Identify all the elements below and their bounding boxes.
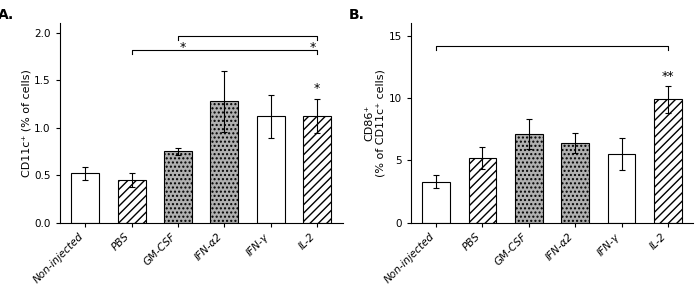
Bar <box>117 180 145 223</box>
Bar <box>515 134 542 223</box>
Bar <box>210 101 238 223</box>
Text: **: ** <box>662 70 675 83</box>
Bar <box>561 143 589 223</box>
Bar <box>164 152 192 223</box>
Bar <box>607 154 635 223</box>
Text: *: * <box>309 42 315 54</box>
Bar <box>257 116 284 223</box>
Text: A.: A. <box>0 8 14 22</box>
Bar <box>422 182 450 223</box>
Bar <box>303 116 331 223</box>
Y-axis label: CD86⁺
(% of CD11c⁺ cells): CD86⁺ (% of CD11c⁺ cells) <box>364 69 386 177</box>
Bar <box>71 173 99 223</box>
Text: *: * <box>180 42 186 54</box>
Text: B.: B. <box>348 8 364 22</box>
Y-axis label: CD11c⁺ (% of cells): CD11c⁺ (% of cells) <box>21 69 31 177</box>
Bar <box>654 100 682 223</box>
Bar <box>468 158 496 223</box>
Text: *: * <box>314 81 320 95</box>
